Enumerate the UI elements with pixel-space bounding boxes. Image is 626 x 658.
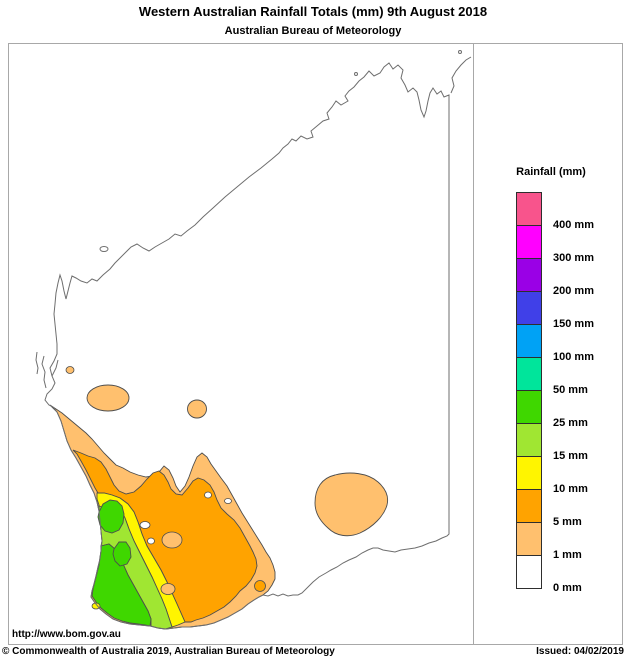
- page-subtitle: Australian Bureau of Meteorology: [224, 25, 402, 37]
- legend-label: 10 mm: [553, 483, 588, 495]
- legend-swatch: [516, 291, 542, 325]
- legend-label: 1 mm: [553, 549, 582, 561]
- legend-swatch: [516, 522, 542, 556]
- page-title: Western Australian Rainfall Totals (mm) …: [138, 4, 488, 19]
- legend-swatch: [516, 192, 542, 226]
- legend-label: 100 mm: [553, 351, 594, 363]
- footer-copyright: © Commonwealth of Australia 2019, Austra…: [2, 646, 335, 657]
- legend-divider: [473, 44, 474, 644]
- legend-swatch: [516, 225, 542, 259]
- legend-swatch: [516, 489, 542, 523]
- footer-issued-date: Issued: 04/02/2019: [536, 646, 624, 657]
- legend-title: Rainfall (mm): [516, 166, 586, 178]
- legend-scale: 400 mm 300 mm 200 mm 150 mm 100 mm 50 mm 25 mm…: [516, 192, 621, 612]
- legend-swatch: [516, 357, 542, 391]
- legend-swatch: [516, 555, 542, 589]
- legend-label: 200 mm: [553, 285, 594, 297]
- legend-label: 400 mm: [553, 219, 594, 231]
- legend-label: 50 mm: [553, 384, 588, 396]
- legend-label: 5 mm: [553, 516, 582, 528]
- legend-label: 15 mm: [553, 450, 588, 462]
- legend-label: 0 mm: [553, 582, 582, 594]
- legend-label: 25 mm: [553, 417, 588, 429]
- legend-swatch: [516, 324, 542, 358]
- legend-swatch: [516, 258, 542, 292]
- legend-swatch: [516, 456, 542, 490]
- legend-label: 300 mm: [553, 252, 594, 264]
- map-frame: [8, 43, 623, 645]
- legend-label: 150 mm: [553, 318, 594, 330]
- footer-url: http://www.bom.gov.au: [12, 629, 121, 640]
- legend-swatch: [516, 423, 542, 457]
- legend-swatch: [516, 390, 542, 424]
